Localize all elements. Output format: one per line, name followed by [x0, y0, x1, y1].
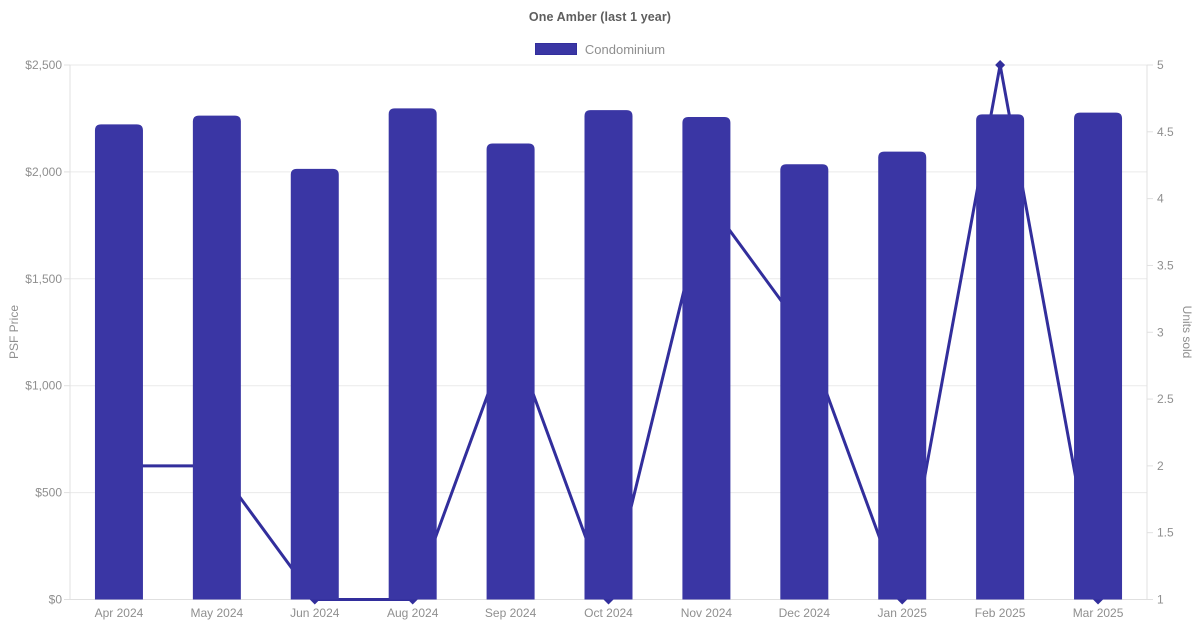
psf-bar-series [94, 108, 1123, 600]
right-axis-tick-label: 2.5 [1157, 392, 1174, 406]
x-axis-tick-label: Apr 2024 [95, 606, 144, 620]
right-axis-tick-label: 1.5 [1157, 526, 1174, 540]
psf-bar-oct-2024[interactable] [584, 110, 633, 600]
legend-label: Condominium [584, 41, 666, 57]
left-axis-tick-label: $2,000 [25, 165, 62, 179]
x-axis-tick-label: Oct 2024 [584, 606, 633, 620]
x-axis-tick-label: Dec 2024 [779, 606, 831, 620]
x-axis-tick-label: Nov 2024 [681, 606, 733, 620]
psf-bar-aug-2024[interactable] [388, 108, 437, 600]
legend: Condominium [0, 42, 1200, 56]
legend-item-condominium[interactable]: Condominium [534, 41, 666, 57]
legend-swatch [534, 43, 577, 55]
chart-title: One Amber (last 1 year) [528, 10, 672, 24]
psf-bar-sep-2024[interactable] [486, 143, 535, 600]
units-sold-point-feb-2025[interactable] [995, 60, 1006, 70]
x-axis-tick-label: May 2024 [191, 606, 244, 620]
psf-bar-dec-2024[interactable] [780, 164, 829, 600]
psf-bar-nov-2024[interactable] [682, 116, 731, 600]
right-axis-tick-label: 2 [1157, 459, 1164, 473]
psf-bar-jun-2024[interactable] [290, 168, 339, 600]
x-axis-tick-label: Jan 2025 [878, 606, 928, 620]
right-axis-tick-label: 1 [1157, 593, 1164, 607]
right-axis-tick-label: 4 [1157, 192, 1164, 206]
right-axis-tick-label: 3 [1157, 325, 1164, 339]
right-axis-tick-label: 3.5 [1157, 258, 1174, 272]
x-axis-tick-label: Feb 2025 [975, 606, 1026, 620]
right-axis-tick-label: 4.5 [1157, 125, 1174, 139]
psf-bar-mar-2025[interactable] [1074, 112, 1123, 600]
axis-tick-labels: $0 $500 $1,000 $1,500 $2,000 $2,500 1 1.5 2 2.5 3 3… [25, 58, 1174, 620]
left-axis-tick-label: $0 [49, 593, 63, 607]
psf-bar-may-2024[interactable] [192, 115, 241, 600]
psf-bar-jan-2025[interactable] [878, 151, 927, 600]
x-axis-tick-label: Jun 2024 [290, 606, 340, 620]
left-axis-tick-label: $1,500 [25, 272, 62, 286]
left-axis-tick-label: $2,500 [25, 58, 62, 72]
x-axis-tick-label: Sep 2024 [485, 606, 537, 620]
x-axis-tick-label: Mar 2025 [1073, 606, 1124, 620]
right-axis-tick-label: 5 [1157, 58, 1164, 72]
left-axis-tick-label: $1,000 [25, 379, 62, 393]
x-axis-tick-label: Aug 2024 [387, 606, 439, 620]
psf-bar-feb-2025[interactable] [976, 114, 1025, 600]
left-axis-tick-label: $500 [35, 486, 62, 500]
psf-bar-apr-2024[interactable] [94, 124, 143, 600]
